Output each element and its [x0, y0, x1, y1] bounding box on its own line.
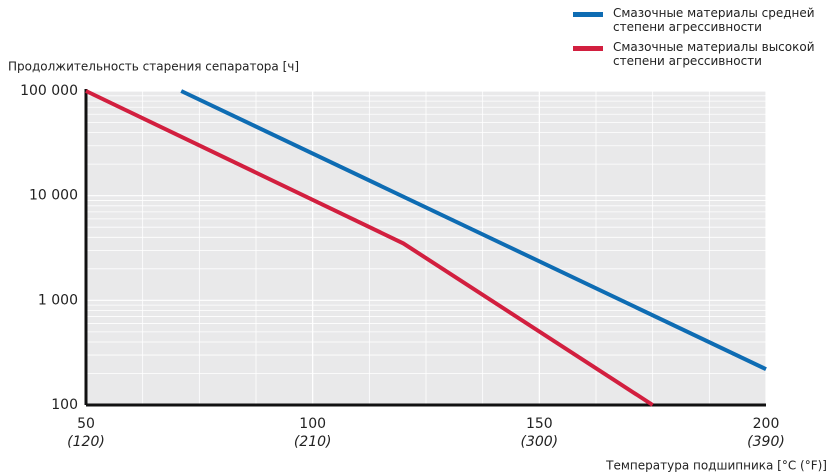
y-tick-label: 10 000 [29, 188, 78, 204]
x-tick-label: 50 [77, 416, 95, 432]
legend-label: Смазочные материалы средней степени агре… [613, 6, 815, 34]
legend: Смазочные материалы средней степени агре… [573, 6, 829, 74]
series-line [180, 89, 767, 371]
x-tick-label: 200 [753, 416, 780, 432]
x-tick-label-secondary: (390) [747, 434, 785, 450]
legend-label: Смазочные материалы высокой степени агре… [613, 40, 815, 68]
x-tick-label-secondary: (300) [521, 434, 559, 450]
x-tick-label-secondary: (210) [294, 434, 332, 450]
legend-swatch [573, 46, 603, 51]
legend-swatch [573, 12, 603, 17]
y-axis-label: Продолжительность старения сепаратора [ч… [8, 60, 299, 74]
x-tick-label: 100 [299, 416, 326, 432]
y-tick-label: 1 000 [38, 292, 78, 308]
x-tick-label: 150 [526, 416, 553, 432]
x-tick-label-secondary: (120) [67, 434, 105, 450]
legend-entry: Смазочные материалы высокой степени агре… [573, 40, 829, 68]
y-tick-label: 100 000 [20, 83, 78, 99]
series-line [85, 89, 654, 407]
x-axis-label: Температура подшипника [°C (°F)] [605, 459, 827, 473]
y-tick-label: 100 [51, 397, 78, 413]
legend-entry: Смазочные материалы средней степени агре… [573, 6, 829, 34]
